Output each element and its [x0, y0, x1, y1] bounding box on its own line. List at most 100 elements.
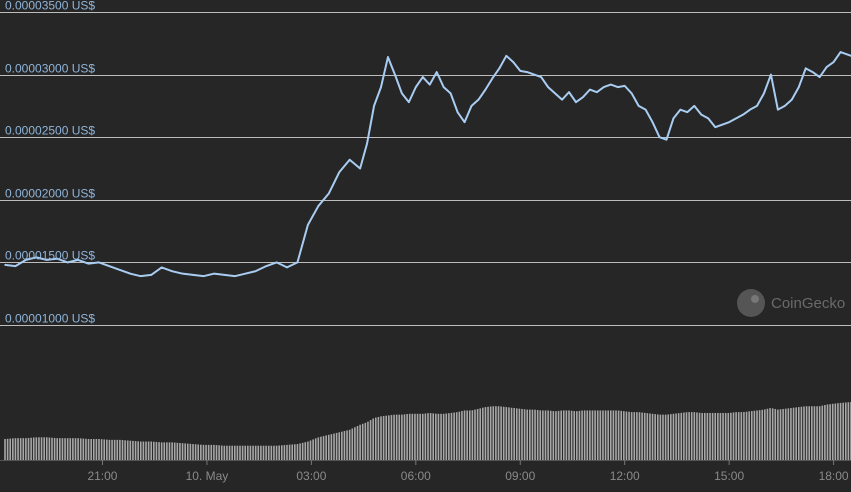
volume-bar [17, 438, 19, 460]
volume-bar [445, 413, 448, 460]
price-point [596, 91, 598, 93]
volume-bar [72, 438, 74, 460]
volume-bar [544, 410, 547, 460]
volume-bar [158, 442, 160, 460]
price-point [108, 265, 111, 267]
volume-bar [829, 404, 831, 460]
volume-bar [32, 437, 35, 460]
volume-bar [612, 410, 615, 460]
price-point [14, 265, 17, 267]
price-point [679, 108, 682, 111]
volume-bar [685, 412, 688, 460]
price-point [512, 61, 515, 63]
volume-bar [401, 414, 403, 460]
volume-bar [529, 409, 531, 460]
volume-bar [769, 408, 771, 460]
volume-bar [236, 445, 239, 460]
price-point [777, 108, 779, 111]
volume-bar [171, 442, 173, 460]
volume-bar [573, 411, 576, 460]
price-point [359, 167, 361, 170]
volume-bar [333, 433, 335, 460]
volume-bar [197, 444, 200, 460]
volume-bar [265, 445, 267, 460]
volume-bar [150, 441, 153, 460]
volume-bar [448, 413, 450, 460]
volume-bar [842, 402, 844, 460]
volume-bar [777, 409, 779, 460]
volume-bar [192, 444, 194, 460]
volume-bar [458, 411, 461, 460]
volume-bar [735, 412, 737, 460]
volume-bar [6, 438, 9, 460]
volume-bar [782, 408, 784, 460]
volume-bar [343, 431, 346, 460]
volume-bar [288, 444, 291, 460]
x-tick-label: 12:00 [610, 469, 640, 483]
price-point [700, 113, 703, 116]
volume-bar [301, 442, 304, 460]
volume-bar [414, 413, 416, 460]
volume-bar [12, 438, 14, 460]
volume-bar [487, 406, 489, 460]
volume-bar [367, 421, 369, 460]
volume-bar [844, 402, 847, 460]
volume-bar [354, 427, 356, 460]
volume-bar [74, 438, 77, 460]
volume-bar [523, 409, 526, 460]
volume-bar [134, 441, 137, 460]
volume-bar [95, 439, 98, 460]
volume-bar [374, 417, 377, 460]
volume-bar [359, 424, 361, 460]
price-point [630, 92, 633, 95]
volume-bar [534, 409, 536, 460]
price-point [213, 272, 215, 275]
volume-bar [348, 429, 351, 460]
price-point [77, 259, 79, 261]
volume-bar [568, 410, 570, 460]
volume-bar [69, 438, 72, 460]
volume-bar [252, 445, 254, 460]
volume-bar [557, 410, 560, 460]
volume-bar [419, 413, 421, 460]
volume-bar [408, 413, 411, 460]
volume-bar [291, 444, 294, 460]
volume-bar [824, 404, 826, 460]
price-point [415, 86, 417, 88]
price-point [421, 76, 424, 78]
price-point [233, 275, 236, 277]
volume-bar [455, 412, 458, 460]
price-point [791, 98, 793, 101]
price-point [498, 67, 501, 70]
price-point [818, 76, 821, 78]
y-tick-label: 0.00002500 US$ [5, 124, 95, 138]
volume-bar [160, 442, 163, 460]
volume-bar [672, 413, 675, 460]
volume-bar [837, 403, 839, 460]
volume-bar [709, 412, 711, 460]
volume-bar [792, 407, 795, 460]
y-tick-label: 0.00003000 US$ [5, 62, 95, 76]
price-point [505, 55, 508, 57]
y-tick-label: 0.00002000 US$ [5, 187, 95, 201]
volume-bar [194, 444, 197, 460]
volume-bar [547, 410, 549, 460]
y-tick-label: 0.00003500 US$ [5, 0, 95, 13]
price-point [428, 83, 431, 86]
price-point [575, 101, 577, 103]
price-point [484, 88, 487, 91]
volume-bar [479, 408, 482, 460]
volume-bar [790, 408, 792, 460]
volume-bar [615, 410, 617, 460]
volume-bar [294, 444, 296, 460]
volume-bar [184, 443, 186, 460]
volume-bar [617, 410, 620, 460]
volume-bar [549, 410, 552, 460]
volume-bar [701, 412, 703, 460]
price-point [87, 262, 90, 265]
volume-bar [280, 445, 283, 460]
volume-bar [656, 414, 659, 460]
price-point [526, 71, 529, 73]
volume-bar [803, 406, 805, 460]
volume-bar [784, 408, 787, 460]
